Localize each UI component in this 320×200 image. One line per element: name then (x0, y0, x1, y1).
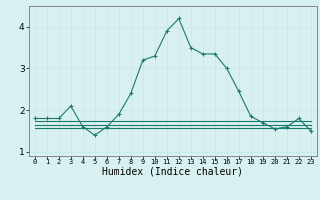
X-axis label: Humidex (Indice chaleur): Humidex (Indice chaleur) (102, 167, 243, 177)
